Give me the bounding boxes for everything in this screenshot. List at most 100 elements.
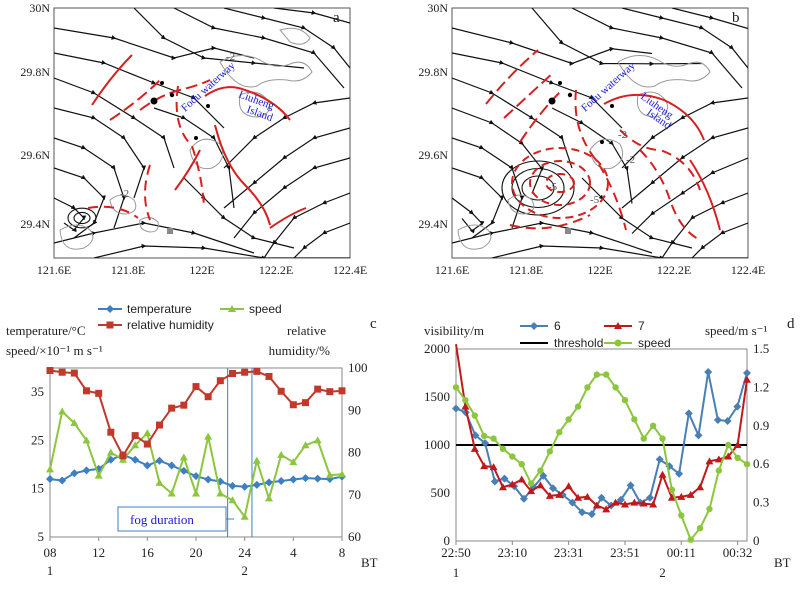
- d-legend-6: 6: [554, 319, 561, 333]
- c-point: [302, 399, 309, 407]
- chart-c: temperature/°C speed/×10⁻¹ m s⁻¹ relativ…: [6, 302, 378, 578]
- c-point: [155, 456, 164, 465]
- d-point: [545, 491, 554, 499]
- d-point: [462, 397, 469, 404]
- streamline: [223, 8, 350, 69]
- c-x-unit: BT: [361, 555, 378, 570]
- d-y-left-tick: 2000: [424, 341, 450, 356]
- streamline: [581, 177, 693, 249]
- c-point: [82, 436, 91, 444]
- streamline: [551, 107, 633, 204]
- c-fog-box: [117, 506, 227, 532]
- d-point: [471, 431, 480, 440]
- streamline: [452, 52, 623, 129]
- d-point: [687, 536, 694, 543]
- c-point: [216, 377, 224, 385]
- c-point: [179, 466, 188, 475]
- streamline: [54, 220, 255, 254]
- c-point: [326, 388, 334, 396]
- d-point: [480, 462, 489, 470]
- d-y-right-tick: 0.6: [753, 456, 770, 471]
- d-point: [706, 505, 713, 513]
- map-a-lon-tick: 122E: [189, 263, 214, 277]
- map-b-lon-tick: 122.4E: [731, 263, 765, 277]
- c-point: [301, 441, 310, 449]
- c-point: [241, 368, 249, 376]
- d-point: [565, 416, 572, 423]
- c-point: [156, 421, 163, 429]
- d-point: [602, 505, 611, 513]
- c-point: [70, 369, 78, 377]
- d-y-left-tick: 500: [431, 485, 451, 500]
- streamline-vortex: [511, 167, 565, 209]
- map-panel-a: Fodu waterway Liuheng Island -2 -2 a: [53, 7, 351, 259]
- streamline: [452, 220, 653, 254]
- c-point: [82, 466, 91, 475]
- c-point: [107, 428, 115, 436]
- d-y-left-tick: 1500: [424, 389, 450, 404]
- d-point: [733, 402, 742, 411]
- c-point: [143, 429, 152, 437]
- d-point: [564, 482, 573, 490]
- c-point: [265, 494, 273, 502]
- panel-label-d: d: [787, 316, 795, 332]
- streamline-vortex: [73, 211, 91, 225]
- map-a-lat-tick: 29.4N: [20, 217, 50, 231]
- d-point: [489, 463, 498, 471]
- d-point: [696, 483, 705, 491]
- panel-label-a: a: [333, 10, 340, 26]
- d-x-tick: 00:32: [723, 545, 753, 560]
- d-point: [714, 455, 723, 463]
- d-point: [715, 467, 723, 474]
- c-legend-speed: speed: [249, 302, 282, 316]
- c-point: [253, 367, 261, 375]
- contour-label-a1: -2: [226, 51, 235, 63]
- d-point: [500, 474, 509, 483]
- c-point: [58, 407, 67, 415]
- c-left-label-2: speed/×10⁻¹ m s⁻¹: [6, 343, 103, 358]
- panel-label-c: c: [370, 316, 377, 332]
- station-markers-a: [150, 81, 210, 234]
- c-right-label-2: humidity/%: [269, 343, 331, 358]
- d-point: [621, 397, 629, 404]
- c-y-right-tick: 100: [348, 360, 368, 375]
- c-point: [338, 470, 346, 478]
- map-b-lon-tick: 121.6E: [435, 263, 469, 277]
- streamline: [223, 97, 350, 169]
- c-point: [46, 367, 54, 375]
- d-right-label: speed/m s⁻¹: [705, 323, 767, 338]
- d-point: [684, 409, 693, 418]
- contour-label-a2: -2: [120, 188, 129, 200]
- d-point: [490, 477, 499, 486]
- d-point: [583, 492, 592, 500]
- d-point: [611, 498, 620, 506]
- streamline: [293, 222, 350, 258]
- map-b-lat-tick: 29.8N: [418, 65, 448, 79]
- d-point: [597, 493, 606, 502]
- c-y-left-tick: 35: [31, 384, 44, 399]
- d-y-right-tick: 1.2: [753, 379, 769, 394]
- c-point: [228, 496, 237, 504]
- streamline: [691, 222, 748, 258]
- c-point: [252, 480, 261, 489]
- d-legend-7: 7: [638, 319, 645, 333]
- d-point: [498, 483, 507, 491]
- c-fog-annotation: fog duration: [130, 512, 194, 527]
- contour-label-b4: -5: [590, 194, 600, 206]
- map-a-lon-tick: 121.6E: [37, 263, 71, 277]
- c-point: [277, 450, 286, 458]
- d-point: [686, 490, 695, 498]
- d-point: [626, 481, 635, 490]
- c-x-tick: 16: [141, 545, 155, 560]
- c-point: [83, 387, 90, 395]
- d-series-line-0: [455, 371, 748, 516]
- map-b-lat-tick: 30N: [427, 1, 448, 15]
- c-point: [314, 385, 322, 393]
- c-y-right-tick: 60: [348, 529, 361, 544]
- d-point: [655, 455, 664, 464]
- streamline: [54, 107, 147, 199]
- d-point: [696, 525, 704, 532]
- streamline: [263, 192, 350, 258]
- c-point: [131, 455, 140, 464]
